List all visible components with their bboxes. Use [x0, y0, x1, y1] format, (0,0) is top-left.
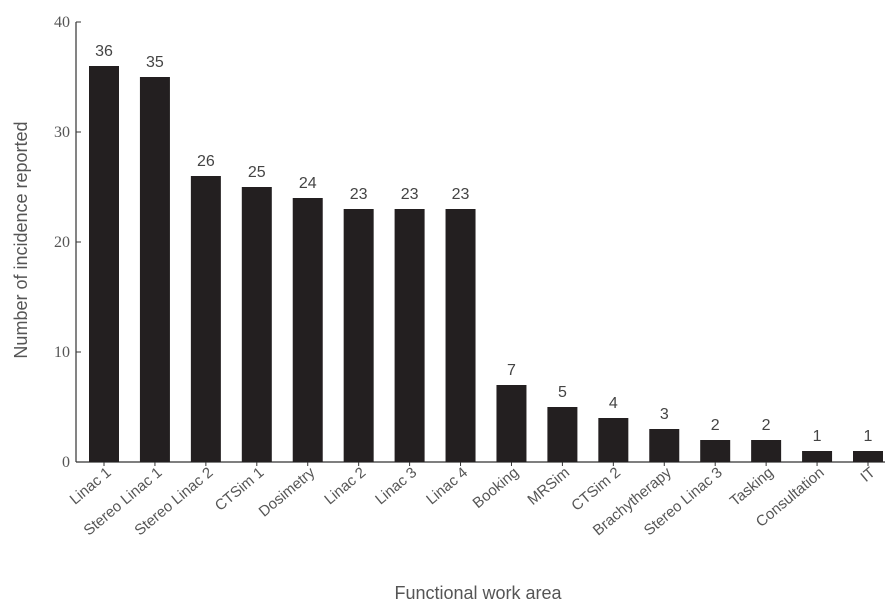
data-label: 5 [558, 384, 567, 401]
bar [598, 418, 629, 462]
data-label: 23 [350, 186, 368, 203]
bar [700, 440, 731, 462]
category-label: Linac 3 [372, 464, 420, 508]
data-label: 4 [609, 395, 618, 412]
data-label: 2 [711, 417, 720, 434]
bar [547, 407, 578, 462]
y-tick-label: 0 [62, 454, 70, 471]
bar [292, 198, 323, 462]
y-tick-label: 10 [54, 344, 70, 361]
data-label: 1 [813, 428, 822, 445]
bar [496, 385, 527, 462]
bar [853, 451, 883, 462]
bar [751, 440, 782, 462]
y-ticks: 0 10 20 30 40 [54, 14, 81, 471]
bar [394, 209, 425, 462]
data-label: 1 [864, 428, 873, 445]
data-label: 23 [401, 186, 419, 203]
category-label: Linac 4 [423, 464, 471, 508]
data-label: 23 [452, 186, 470, 203]
category-label: Linac 2 [321, 464, 369, 508]
category-label: Linac 1 [67, 464, 115, 508]
data-label: 35 [146, 54, 164, 71]
data-label: 25 [248, 164, 266, 181]
data-label: 3 [660, 406, 669, 423]
y-tick-label: 40 [54, 14, 70, 31]
bar [649, 429, 680, 462]
category-label: MRSim [524, 464, 573, 509]
data-label: 7 [507, 362, 516, 379]
bar [139, 77, 170, 462]
data-label: 36 [95, 43, 113, 60]
data-label: 24 [299, 175, 317, 192]
y-tick-label: 20 [54, 234, 70, 251]
data-label: 2 [762, 417, 771, 434]
y-axis-title: Number of incidence reported [11, 121, 31, 358]
category-label: IT [857, 464, 878, 486]
category-label: Dosimetry [256, 464, 319, 521]
bar [445, 209, 476, 462]
bar [343, 209, 374, 462]
bar [89, 66, 119, 462]
data-label: 26 [197, 153, 215, 170]
bar [241, 187, 272, 462]
bar [802, 451, 833, 462]
data-labels: 36 35 26 25 24 23 23 23 7 5 4 3 2 2 1 1 [95, 43, 872, 445]
bar [190, 176, 221, 462]
bars [89, 66, 883, 462]
category-label: Booking [470, 464, 522, 512]
x-axis-title: Functional work area [394, 583, 562, 603]
y-tick-label: 30 [54, 124, 70, 141]
